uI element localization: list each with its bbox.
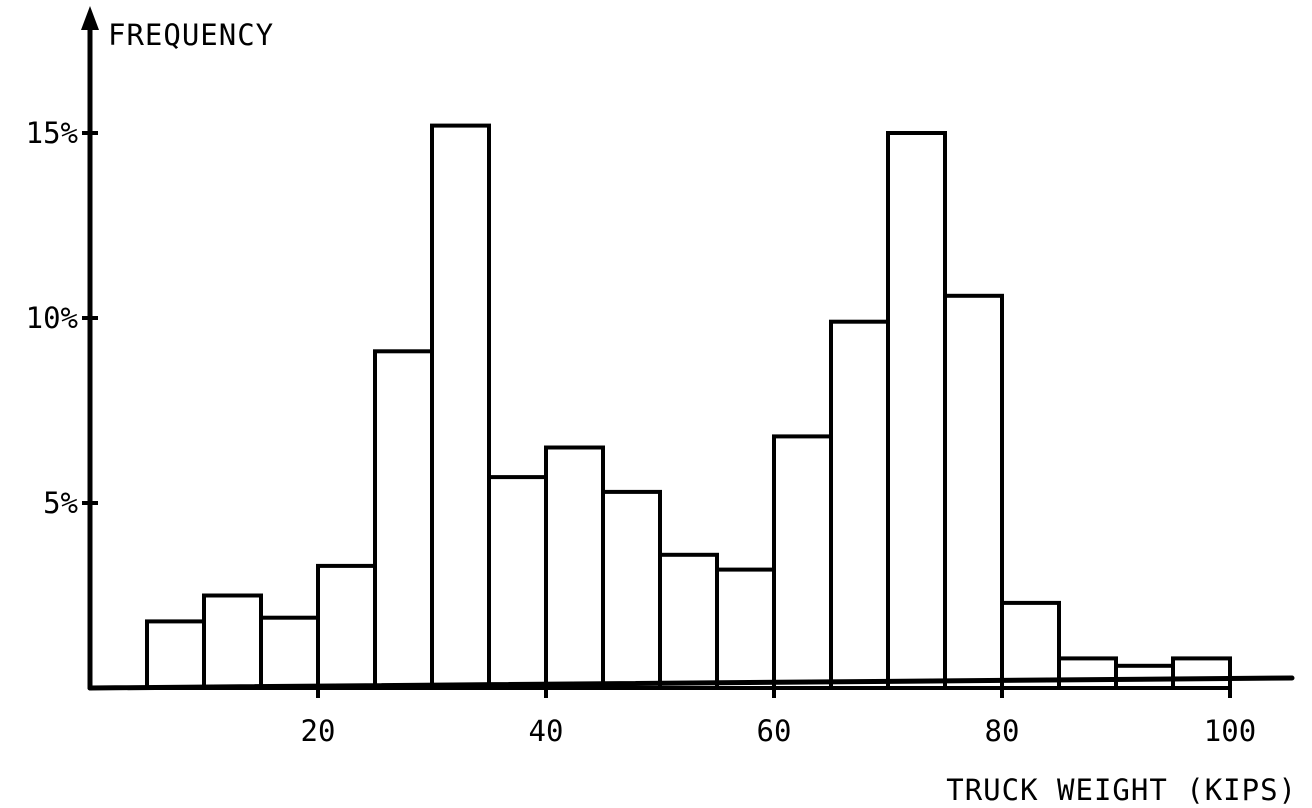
histogram-bar-50-55 [658,552,719,690]
histogram-bar-10-15 [202,593,263,690]
histogram-bar-60-65 [772,434,833,690]
ticks-layer: 5% 10% 15% 20 40 60 80 100 [26,116,1257,748]
histogram-bar-75-80 [943,293,1004,690]
x-tick-label: 60 [757,714,792,748]
histogram-bar-70-75 [886,131,947,690]
histogram-bar-45-50 [601,489,662,690]
histogram-bar-80-85 [1000,600,1061,691]
histogram-bar-95-100 [1171,656,1232,691]
histogram-bar-20-25 [316,563,377,691]
histogram-bar-15-20 [259,615,320,691]
y-tick-label: 10% [26,301,78,335]
histogram-bar-5-10 [145,619,206,691]
x-axis-line [87,675,1295,691]
histogram-bar-65-70 [829,319,890,690]
x-tick-label: 40 [529,714,564,748]
histogram-bar-55-60 [715,567,776,690]
bars-layer [145,123,1232,691]
axes-layer [81,6,1295,691]
y-tick-label: 5% [43,486,78,520]
x-tick-label: 80 [985,714,1020,748]
x-axis-title: TRUCK WEIGHT (KIPS) [946,773,1297,807]
histogram-bar-35-40 [487,475,548,690]
y-tick-label: 15% [26,116,78,150]
histogram-bar-40-45 [544,445,605,690]
x-tick-label: 100 [1204,714,1256,748]
y-axis-arrow-icon [81,6,99,30]
x-tick-label: 20 [301,714,336,748]
histogram-bar-30-35 [430,123,491,691]
histogram-bar-85-90 [1057,656,1118,691]
y-axis-title: FREQUENCY [108,18,274,52]
histogram-bar-25-30 [373,349,434,690]
